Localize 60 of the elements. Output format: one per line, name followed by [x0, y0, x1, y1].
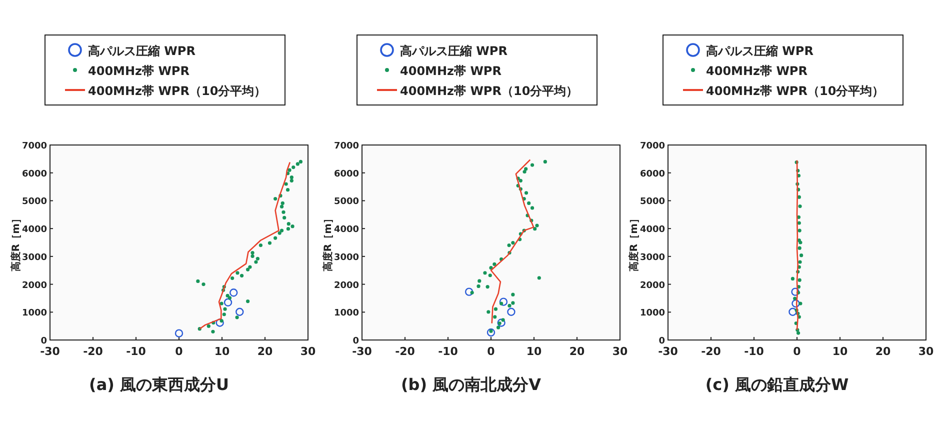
y-tick-label: 6000: [334, 169, 359, 180]
y-axis-title: 高度R［m］: [10, 213, 22, 272]
y-tick-label: 5000: [22, 197, 47, 208]
x-tick-label: -20: [701, 345, 722, 358]
legend-label: 400MHz帯 WPR（10分平均）: [706, 84, 884, 98]
legend-label: 高パルス圧縮 WPR: [88, 44, 196, 58]
y-tick-label: 4000: [22, 225, 47, 236]
text: (c) 風の鉛直成分W: [705, 375, 850, 394]
y-tick-label: 1000: [334, 308, 359, 319]
x-tick-label: 20: [569, 345, 585, 358]
y-tick-label: 5000: [334, 197, 359, 208]
y-tick-label: 3000: [640, 252, 665, 263]
y-tick-label: 2000: [334, 280, 359, 291]
x-tick-label: 10: [526, 345, 542, 358]
y-tick-label: 2000: [22, 280, 47, 291]
y-tick-label: 6000: [22, 169, 47, 180]
y-tick-label: 5000: [640, 197, 665, 208]
x-tick-label: 30: [918, 345, 934, 358]
x-tick-label: -10: [438, 345, 458, 358]
y-tick-label: 0: [352, 336, 359, 346]
y-tick-label: 3000: [22, 252, 47, 263]
y-tick-label: 7000: [334, 142, 359, 152]
legend-label: 400MHz帯 WPR: [706, 64, 808, 78]
x-tick-label: 10: [832, 345, 848, 358]
legend-label: 400MHz帯 WPR: [400, 64, 502, 78]
legend-label: 高パルス圧縮 WPR: [400, 44, 508, 58]
text: (a) 風の東西成分U: [89, 375, 229, 394]
x-tick-label: -10: [126, 345, 146, 358]
y-tick-label: 7000: [22, 142, 47, 152]
x-tick-label: -30: [658, 345, 678, 358]
x-tick-label: 10: [214, 345, 230, 358]
x-tick-label: -10: [744, 345, 764, 358]
y-tick-label: 0: [40, 336, 47, 346]
y-tick-label: 2000: [640, 280, 665, 291]
x-tick-label: 0: [487, 345, 496, 358]
x-tick-label: -30: [40, 345, 60, 358]
x-tick-label: 20: [257, 345, 273, 358]
y-axis-title: 高度R［m］: [628, 213, 640, 272]
y-tick-label: 6000: [640, 169, 665, 180]
y-tick-label: 4000: [640, 225, 665, 236]
x-tick-label: 30: [612, 345, 628, 358]
y-axis-title: 高度R［m］: [322, 213, 334, 272]
y-tick-label: 0: [658, 336, 665, 346]
y-tick-label: 1000: [640, 308, 665, 319]
x-tick-label: 0: [175, 345, 184, 358]
x-tick-label: -20: [83, 345, 104, 358]
y-tick-label: 3000: [334, 252, 359, 263]
x-tick-label: 0: [793, 345, 802, 358]
legend-label: 400MHz帯 WPR（10分平均）: [400, 84, 578, 98]
legend-label: 高パルス圧縮 WPR: [706, 44, 814, 58]
x-tick-label: -30: [352, 345, 372, 358]
text: (b) 風の南北成分V: [400, 375, 542, 394]
y-tick-label: 7000: [640, 142, 665, 152]
x-tick-label: 20: [875, 345, 891, 358]
y-tick-label: 1000: [22, 308, 47, 319]
x-tick-label: 30: [300, 345, 316, 358]
legend-label: 400MHz帯 WPR: [88, 64, 190, 78]
x-tick-label: -20: [395, 345, 416, 358]
y-tick-label: 4000: [334, 225, 359, 236]
legend-label: 400MHz帯 WPR（10分平均）: [88, 84, 266, 98]
